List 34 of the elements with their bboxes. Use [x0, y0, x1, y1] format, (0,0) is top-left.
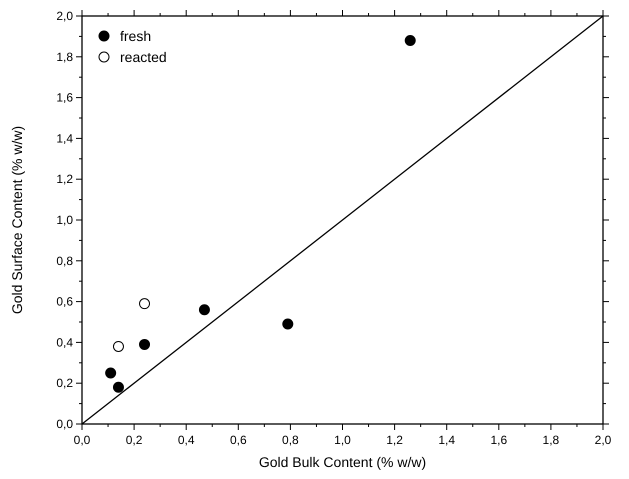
y-tick-label: 1,4	[56, 131, 74, 146]
point	[139, 298, 150, 310]
x-tick-label: 1,6	[490, 433, 508, 447]
y-tick-label: 0,0	[56, 417, 74, 431]
point	[139, 338, 150, 350]
y-tick-label: 0,2	[56, 376, 74, 390]
x-axis-title: Gold Bulk Content (% w/w)	[258, 454, 426, 470]
x-tick-label: 0,2	[126, 433, 143, 447]
y-tick-label: 1,6	[56, 90, 74, 105]
y-axis-title: Gold Surface Content (% w/w)	[9, 126, 25, 314]
legend-label: reacted	[120, 49, 167, 65]
y-tick-label: 0,8	[56, 254, 74, 268]
y-tick-label: 1,8	[56, 50, 74, 64]
y-tick-label: 2,0	[56, 9, 74, 23]
point	[282, 318, 294, 330]
x-tick-label: 1,4	[438, 433, 456, 447]
y-tick-label: 0,4	[56, 335, 74, 350]
x-tick-label: 0,4	[178, 433, 195, 447]
x-tick-label: 0,0	[74, 433, 91, 447]
x-tick-label: 2,0	[594, 433, 612, 447]
point	[404, 34, 416, 46]
point	[112, 382, 124, 393]
y-tick-label: 1,0	[56, 213, 74, 227]
point	[105, 368, 116, 378]
legend-label: fresh	[120, 28, 152, 44]
y-tick-label: 0,6	[56, 294, 74, 309]
x-tick-label: 1,2	[386, 433, 404, 447]
x-tick-label: 1,0	[334, 433, 352, 447]
x-tick-label: 0,8	[282, 433, 300, 447]
y-tick-label: 1,2	[56, 172, 74, 186]
point	[112, 340, 124, 352]
x-tick-label: 1,8	[542, 433, 560, 447]
x-tick-label: 0,6	[230, 433, 247, 447]
point	[198, 304, 210, 316]
